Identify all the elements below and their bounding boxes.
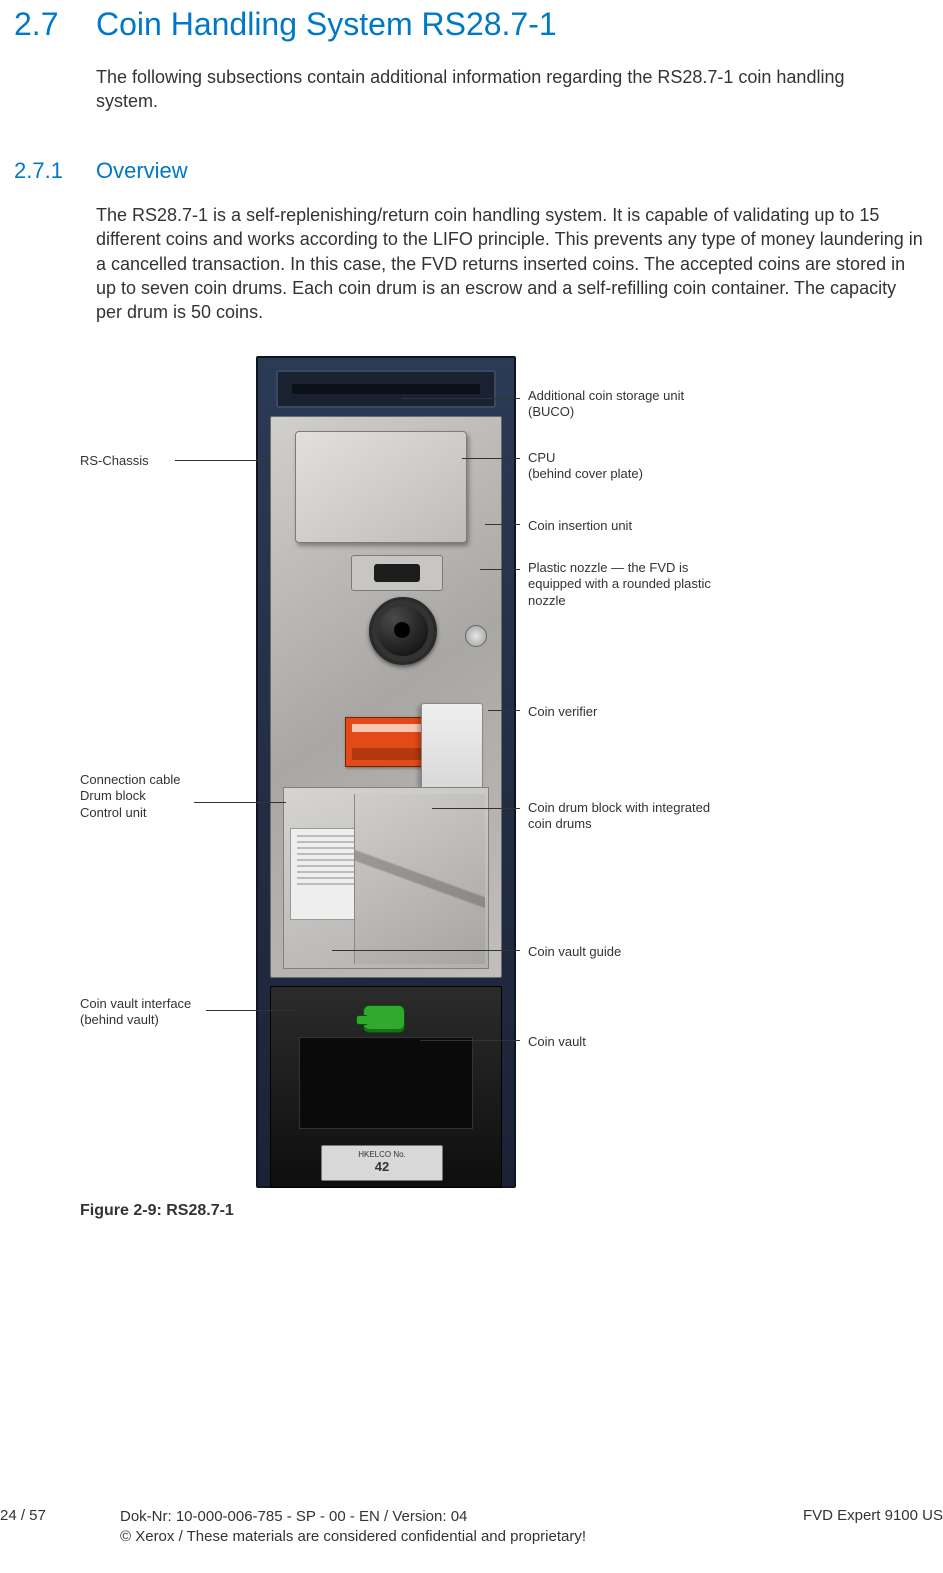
- cpu-cover-plate: [295, 431, 467, 543]
- leader-plastic-nozzle: [480, 569, 520, 570]
- leader-coin-vault-interface: [206, 1010, 296, 1011]
- callout-coin-vault: Coin vault: [528, 1034, 586, 1050]
- callout-buco: Additional coin storage unit (BUCO): [528, 388, 713, 421]
- callout-coin-vault-interface: Coin vault interface(behind vault): [80, 996, 191, 1029]
- leader-coin-vault: [420, 1040, 520, 1041]
- footer-product: FVD Expert 9100 US: [803, 1507, 943, 1524]
- drum-diagonal-panel: [354, 794, 485, 964]
- coin-drum-block: [283, 787, 489, 969]
- callout-coin-verifier: Coin verifier: [528, 704, 597, 720]
- leader-rs-chassis: [175, 460, 269, 461]
- callout-coin-drum-block: Coin drum block with integrated coin dru…: [528, 800, 713, 833]
- device-illustration: HKELCO No. 42: [256, 356, 516, 1188]
- section-number-h1: 2.7: [14, 6, 58, 43]
- warning-label: [345, 717, 429, 767]
- section-number-h2: 2.7.1: [14, 158, 63, 184]
- overview-paragraph: The RS28.7-1 is a self-replenishing/retu…: [96, 203, 926, 324]
- figure-2-9: HKELCO No. 42 RS-Chassis Connection cable…: [80, 356, 860, 1236]
- leader-coin-insertion: [485, 524, 520, 525]
- vault-plate-line2: 42: [375, 1160, 389, 1174]
- intro-paragraph: The following subsections contain additi…: [96, 65, 906, 114]
- callout-rs-chassis: RS-Chassis: [80, 453, 149, 469]
- footer-doc-info: Dok-Nr: 10-000-006-785 - SP - 00 - EN / …: [120, 1507, 586, 1548]
- leader-coin-verifier: [488, 710, 520, 711]
- section-title-h1: Coin Handling System RS28.7-1: [96, 6, 557, 43]
- footer-page-number: 24 / 57: [0, 1507, 46, 1524]
- callout-connection-cable: Connection cableDrum blockControl unit: [80, 772, 180, 821]
- leader-coin-vault-guide: [332, 950, 520, 951]
- steel-body: [270, 416, 502, 978]
- buco-slot: [276, 370, 496, 408]
- leader-cpu: [462, 458, 520, 459]
- document-page: 2.7 Coin Handling System RS28.7-1 The fo…: [0, 0, 943, 1573]
- callout-coin-vault-guide: Coin vault guide: [528, 944, 621, 960]
- coin-vault-region: HKELCO No. 42: [270, 986, 502, 1188]
- leader-connection-cable: [194, 802, 286, 803]
- section-title-h2: Overview: [96, 158, 188, 184]
- page-footer: 24 / 57 Dok-Nr: 10-000-006-785 - SP - 00…: [0, 1507, 943, 1551]
- coin-insertion-unit: [351, 555, 443, 591]
- callout-cpu: CPU(behind cover plate): [528, 450, 643, 483]
- callout-plastic-nozzle: Plastic nozzle — the FVD is equipped wit…: [528, 560, 713, 609]
- vault-handle: [363, 1005, 405, 1033]
- callout-coin-insertion: Coin insertion unit: [528, 518, 632, 534]
- key-cylinder: [465, 625, 487, 647]
- leader-coin-drum-block: [432, 808, 520, 809]
- plastic-nozzle: [369, 597, 437, 665]
- vault-inner: [299, 1037, 473, 1129]
- leader-buco: [402, 398, 520, 399]
- footer-doc-line2: © Xerox / These materials are considered…: [120, 1528, 586, 1545]
- figure-caption: Figure 2-9: RS28.7-1: [80, 1202, 234, 1220]
- vault-id-plate: HKELCO No. 42: [321, 1145, 443, 1181]
- footer-doc-line1: Dok-Nr: 10-000-006-785 - SP - 00 - EN / …: [120, 1508, 467, 1525]
